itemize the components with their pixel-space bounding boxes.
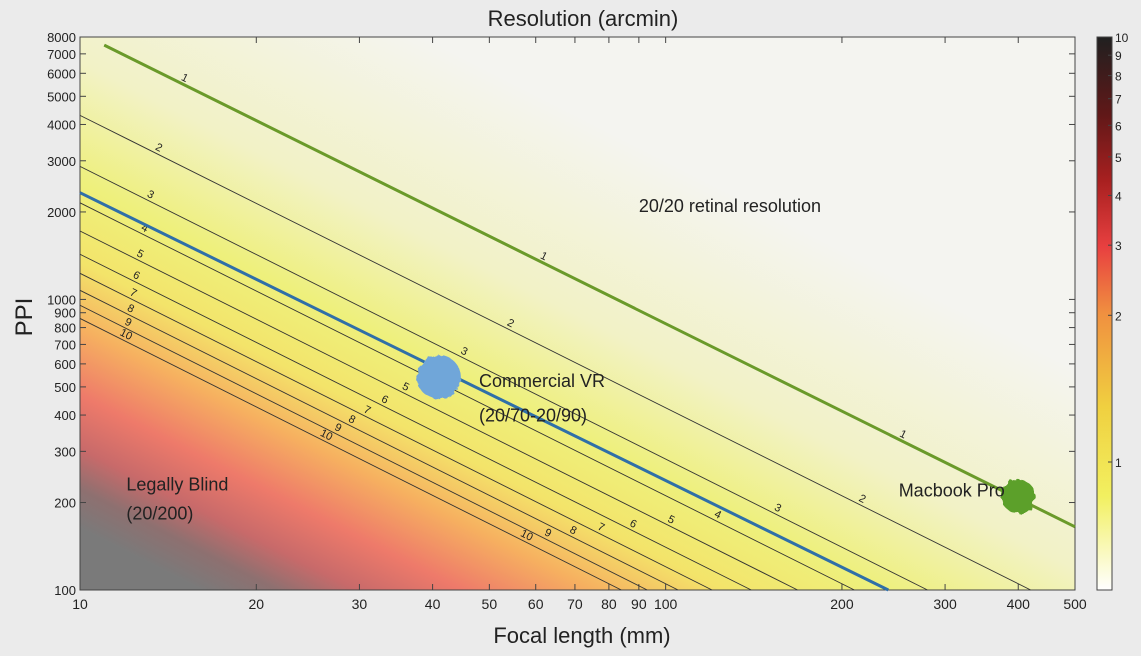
contour-label: 8 [346,413,357,426]
y-tick-label: 1000 [47,292,76,307]
chart-title: Resolution (arcmin) [488,6,679,31]
annotation: 20/20 retinal resolution [639,196,821,216]
annotation: Macbook Pro [899,480,1005,500]
x-tick-label: 100 [654,596,678,612]
plot-frame [79,36,1076,591]
y-tick-label: 200 [54,496,76,511]
y-tick-label: 600 [54,357,76,372]
y-tick-label: 100 [54,583,76,598]
y-tick-label: 400 [54,408,76,423]
contour-label: 3 [459,345,470,358]
contour-label: 5 [400,380,411,393]
colorbar-tick-label: 5 [1115,151,1122,165]
x-tick-label: 200 [830,596,854,612]
contour-label: 1 [538,250,549,263]
x-tick-label: 10 [72,596,88,612]
colorbar: 1 2 3 4 5 6 7 8 9 10 [1096,31,1129,591]
reference-line [103,43,1076,529]
contour-line [79,272,713,591]
y-tick-label: 4000 [47,117,76,132]
x-tick-label: 500 [1063,596,1087,612]
y-tick-label: 300 [54,444,76,459]
contour-line [79,165,928,591]
colorbar-tick-label: 3 [1115,239,1122,253]
x-tick-label: 60 [528,596,544,612]
annotation: Commercial VR [479,371,605,391]
x-tick-label: 80 [601,596,617,612]
x-tick-label: 20 [249,596,265,612]
data-point [1001,479,1036,514]
colorbar-tick-label: 4 [1115,189,1122,203]
colorbar-tick-label: 8 [1115,70,1122,84]
contour-line [79,202,855,591]
contour-label: 7 [362,404,373,417]
colorbar-tick-label: 2 [1115,309,1122,323]
contour-label: 6 [379,393,390,406]
contour-label: 8 [125,302,136,315]
data-point [416,355,461,400]
x-tick-label: 50 [482,596,498,612]
y-tick-label: 800 [54,321,76,336]
contour-label: 8 [568,524,579,537]
colorbar-tick-label: 10 [1115,31,1129,45]
contour-line [79,304,648,591]
contour-label: 4 [139,222,150,235]
colorbar-tick-label: 7 [1115,93,1122,107]
contour-label: 6 [131,269,142,282]
contour-line [79,318,622,591]
colorbar-tick-label: 1 [1115,456,1122,470]
contour-label: 7 [596,521,607,534]
y-tick-label: 2000 [47,205,76,220]
contour-label: 9 [542,527,553,540]
x-tick-label: 400 [1007,596,1031,612]
y-tick-label: 8000 [47,30,76,45]
x-axis-label: Focal length (mm) [493,623,670,648]
x-tick-label: 30 [352,596,368,612]
x-tick-label: 40 [425,596,441,612]
contour-label: 9 [123,316,134,329]
contour-label: 3 [772,502,783,515]
x-tick-label: 70 [567,596,583,612]
contour-label: 6 [628,517,639,530]
contour-line [79,253,752,591]
colorbar-tick-label: 6 [1115,119,1122,133]
colorbar-tick-label: 9 [1115,49,1122,63]
contour-label: 7 [128,287,139,300]
annotation: (20/200) [126,503,193,523]
contour-line [79,230,798,591]
contour-label: 2 [857,492,868,505]
contour-label: 2 [505,317,516,330]
reference-line [79,191,889,592]
contour-line [79,289,679,591]
contour-label: 4 [712,508,723,521]
x-tick-label: 90 [631,596,647,612]
plot-area: 10 20 30 40 50 60 70 80 90 100 200 300 400 500 100 200 3… [47,30,1087,612]
y-tick-label: 5000 [47,89,76,104]
contour-label: 10 [118,327,134,343]
x-tick-label: 300 [933,596,957,612]
annotation: (20/70-20/90) [479,406,587,426]
colorbar-scale [1096,36,1113,591]
contour-label: 10 [518,528,534,544]
y-axis-label: PPI [11,298,38,337]
y-tick-label: 3000 [47,154,76,169]
y-tick-label: 7000 [47,47,76,62]
contour-label: 9 [332,421,343,434]
contour-label: 2 [153,141,164,154]
contour-label: 10 [318,427,334,443]
y-tick-label: 900 [54,306,76,321]
contour-label: 1 [179,72,190,85]
annotation: Legally Blind [126,474,228,494]
y-tick-label: 700 [54,337,76,352]
contour-label: 3 [145,188,156,201]
y-tick-label: 500 [54,380,76,395]
contour-line [79,114,1031,591]
y-tick-label: 6000 [47,66,76,81]
resolution-field [80,37,1075,590]
contour-label: 5 [666,513,677,526]
contour-label: 1 [898,428,909,441]
contour-label: 5 [135,248,146,261]
